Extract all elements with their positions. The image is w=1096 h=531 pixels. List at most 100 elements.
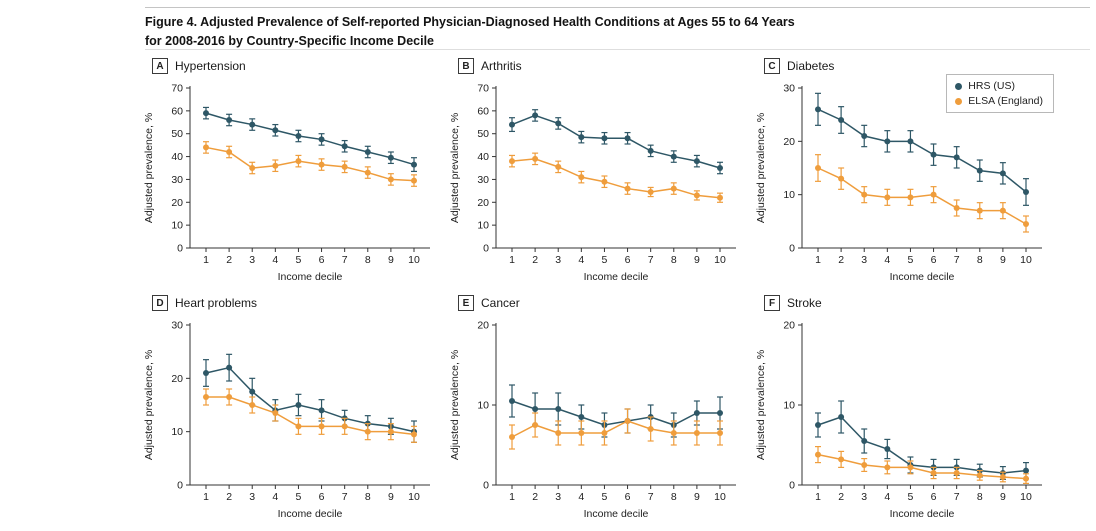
chart-cancer: 0 10 20 1 2 3 4 5 6 7 8 9 10 Adjusted prevalence, % In… — [449, 320, 736, 520]
svg-text:50: 50 — [171, 128, 183, 140]
svg-text:30: 30 — [171, 174, 183, 186]
panel-heart-problems: D Heart problems 0 10 20 30 1 2 3 4 5 6 7 8 9 10 Adjus… — [140, 292, 446, 529]
svg-text:8: 8 — [365, 491, 371, 503]
svg-text:3: 3 — [861, 254, 867, 266]
svg-text:7: 7 — [342, 254, 348, 266]
panel-title: Heart problems — [175, 296, 258, 310]
elsa-marker-dot — [955, 97, 963, 105]
chart-hypertension: 0 10 20 30 40 50 60 70 1 2 3 4 5 6 7 8 9 10 Adjusted preva… — [143, 83, 430, 283]
panel-grid: A Hypertension 0 10 20 30 40 50 60 70 1 2 3 4 5 6 7 8 9 1… — [140, 55, 1058, 529]
svg-text:20: 20 — [783, 136, 795, 148]
panel-letter-box: D — [152, 295, 168, 311]
header-rule — [145, 49, 1090, 50]
svg-text:3: 3 — [861, 491, 867, 503]
svg-text:2: 2 — [226, 254, 232, 266]
svg-text:40: 40 — [171, 151, 183, 163]
legend-item-hrs: HRS (US) — [955, 80, 1043, 92]
svg-text:0: 0 — [789, 480, 795, 492]
figure-title-line2: for 2008-2016 by Country-Specific Income… — [145, 33, 434, 48]
chart-heart-problems: 0 10 20 30 1 2 3 4 5 6 7 8 9 10 Adjusted prevalence, %… — [143, 320, 430, 520]
svg-text:7: 7 — [954, 491, 960, 503]
svg-text:8: 8 — [977, 491, 983, 503]
panel-header: E Cancer — [458, 295, 752, 311]
svg-text:Income decile: Income decile — [584, 271, 649, 283]
svg-text:30: 30 — [783, 83, 795, 95]
svg-text:5: 5 — [602, 491, 608, 503]
svg-text:9: 9 — [694, 491, 700, 503]
chart-diabetes: 0 10 20 30 1 2 3 4 5 6 7 8 9 10 Adjusted prevalence, %… — [755, 83, 1042, 283]
svg-text:6: 6 — [625, 254, 631, 266]
svg-text:2: 2 — [838, 254, 844, 266]
panel-cancer: E Cancer 0 10 20 1 2 3 4 5 6 7 8 9 10 Adjusted preval… — [446, 292, 752, 529]
svg-text:4: 4 — [884, 254, 890, 266]
svg-text:9: 9 — [694, 254, 700, 266]
svg-text:2: 2 — [226, 491, 232, 503]
panel-letter-box: B — [458, 58, 474, 74]
svg-text:2: 2 — [532, 254, 538, 266]
svg-text:1: 1 — [815, 491, 821, 503]
svg-text:0: 0 — [789, 243, 795, 255]
svg-text:Adjusted prevalence, %: Adjusted prevalence, % — [449, 350, 461, 460]
svg-text:60: 60 — [477, 105, 489, 117]
svg-text:9: 9 — [1000, 491, 1006, 503]
chart-stroke: 0 10 20 1 2 3 4 5 6 7 8 9 10 Adjusted prevalence, % In… — [755, 320, 1042, 520]
svg-text:1: 1 — [509, 254, 515, 266]
svg-text:10: 10 — [408, 491, 420, 503]
svg-text:0: 0 — [483, 243, 489, 255]
svg-text:5: 5 — [908, 254, 914, 266]
legend-label-elsa: ELSA (England) — [968, 95, 1043, 107]
svg-text:6: 6 — [319, 254, 325, 266]
panel-title: Arthritis — [481, 59, 522, 73]
panel-letter-box: A — [152, 58, 168, 74]
svg-text:1: 1 — [203, 491, 209, 503]
legend-label-hrs: HRS (US) — [968, 80, 1015, 92]
svg-text:20: 20 — [477, 197, 489, 209]
svg-text:5: 5 — [602, 254, 608, 266]
chart-arthritis: 0 10 20 30 40 50 60 70 1 2 3 4 5 6 7 8 9 10 Adjusted preva… — [449, 83, 736, 283]
svg-text:20: 20 — [171, 373, 183, 385]
svg-text:7: 7 — [648, 254, 654, 266]
svg-text:40: 40 — [477, 151, 489, 163]
svg-text:70: 70 — [171, 83, 183, 95]
svg-text:10: 10 — [408, 254, 420, 266]
panel-hypertension: A Hypertension 0 10 20 30 40 50 60 70 1 2 3 4 5 6 7 8 9 1… — [140, 55, 446, 292]
panel-header: A Hypertension — [152, 58, 446, 74]
panel-diabetes: C Diabetes HRS (US) ELSA (England) 0 10 20… — [752, 55, 1058, 292]
svg-text:20: 20 — [477, 320, 489, 332]
svg-text:Adjusted prevalence, %: Adjusted prevalence, % — [755, 113, 767, 223]
svg-text:5: 5 — [296, 491, 302, 503]
svg-text:0: 0 — [177, 480, 183, 492]
svg-text:6: 6 — [931, 491, 937, 503]
svg-text:6: 6 — [625, 491, 631, 503]
svg-text:8: 8 — [977, 254, 983, 266]
svg-text:5: 5 — [908, 491, 914, 503]
panel-title: Cancer — [481, 296, 520, 310]
svg-text:6: 6 — [319, 491, 325, 503]
panel-arthritis: B Arthritis 0 10 20 30 40 50 60 70 1 2 3 4 5 6 7 8 9 10 Ad… — [446, 55, 752, 292]
svg-text:4: 4 — [578, 491, 584, 503]
panel-stroke: F Stroke 0 10 20 1 2 3 4 5 6 7 8 9 10 Adjusted preval… — [752, 292, 1058, 529]
svg-text:Income decile: Income decile — [278, 508, 343, 520]
svg-text:20: 20 — [171, 197, 183, 209]
svg-text:Income decile: Income decile — [278, 271, 343, 283]
panel-title: Hypertension — [175, 59, 246, 73]
svg-text:10: 10 — [783, 400, 795, 412]
panel-title: Stroke — [787, 296, 822, 310]
svg-text:6: 6 — [931, 254, 937, 266]
svg-text:30: 30 — [171, 320, 183, 332]
svg-text:8: 8 — [365, 254, 371, 266]
svg-text:10: 10 — [477, 400, 489, 412]
svg-text:1: 1 — [509, 491, 515, 503]
svg-text:3: 3 — [249, 254, 255, 266]
svg-text:30: 30 — [477, 174, 489, 186]
svg-text:0: 0 — [177, 243, 183, 255]
svg-text:9: 9 — [1000, 254, 1006, 266]
panel-letter-box: F — [764, 295, 780, 311]
svg-text:1: 1 — [203, 254, 209, 266]
svg-text:10: 10 — [1020, 254, 1032, 266]
svg-text:60: 60 — [171, 105, 183, 117]
svg-text:10: 10 — [477, 220, 489, 232]
svg-text:70: 70 — [477, 83, 489, 95]
svg-text:Income decile: Income decile — [890, 508, 955, 520]
svg-text:50: 50 — [477, 128, 489, 140]
